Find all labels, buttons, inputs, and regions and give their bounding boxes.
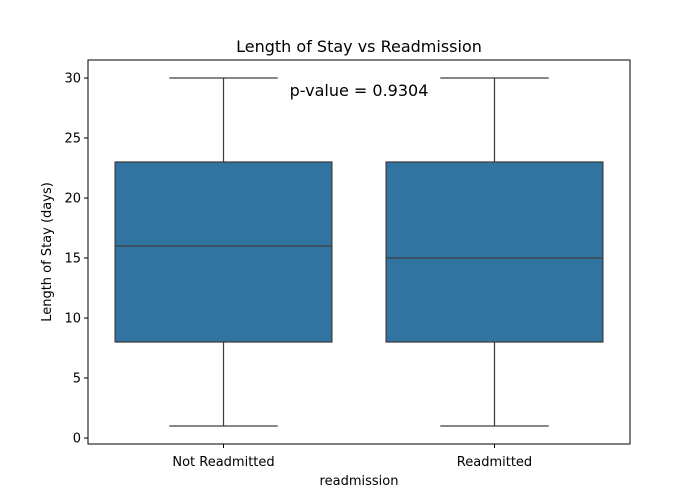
- y-tick-label: 25: [64, 132, 81, 147]
- box-1: [114, 77, 333, 427]
- y-tick-label: 10: [64, 312, 81, 327]
- x-axis-ticks: Not Readmitted Readmitted: [172, 444, 532, 470]
- iqr-box: [385, 161, 604, 343]
- p-value-annotation: p-value = 0.9304: [290, 81, 429, 100]
- y-tick-label: 5: [73, 372, 81, 387]
- y-tick-label: 15: [64, 252, 81, 267]
- y-tick-label: 20: [64, 192, 81, 207]
- plot-frame: [87, 59, 631, 445]
- x-tick-label: Readmitted: [457, 455, 532, 470]
- y-axis-ticks: 0 5 10 15 20 25 30: [64, 72, 88, 447]
- chart-title: Length of Stay vs Readmission: [236, 37, 482, 56]
- iqr-box: [114, 161, 333, 343]
- x-axis-label: readmission: [320, 474, 399, 489]
- box-group: [114, 77, 604, 427]
- y-tick-label: 30: [64, 72, 81, 87]
- y-axis-label: Length of Stay (days): [40, 182, 55, 322]
- box-2: [385, 77, 604, 427]
- y-tick-label: 0: [73, 432, 81, 447]
- x-tick-label: Not Readmitted: [172, 455, 274, 470]
